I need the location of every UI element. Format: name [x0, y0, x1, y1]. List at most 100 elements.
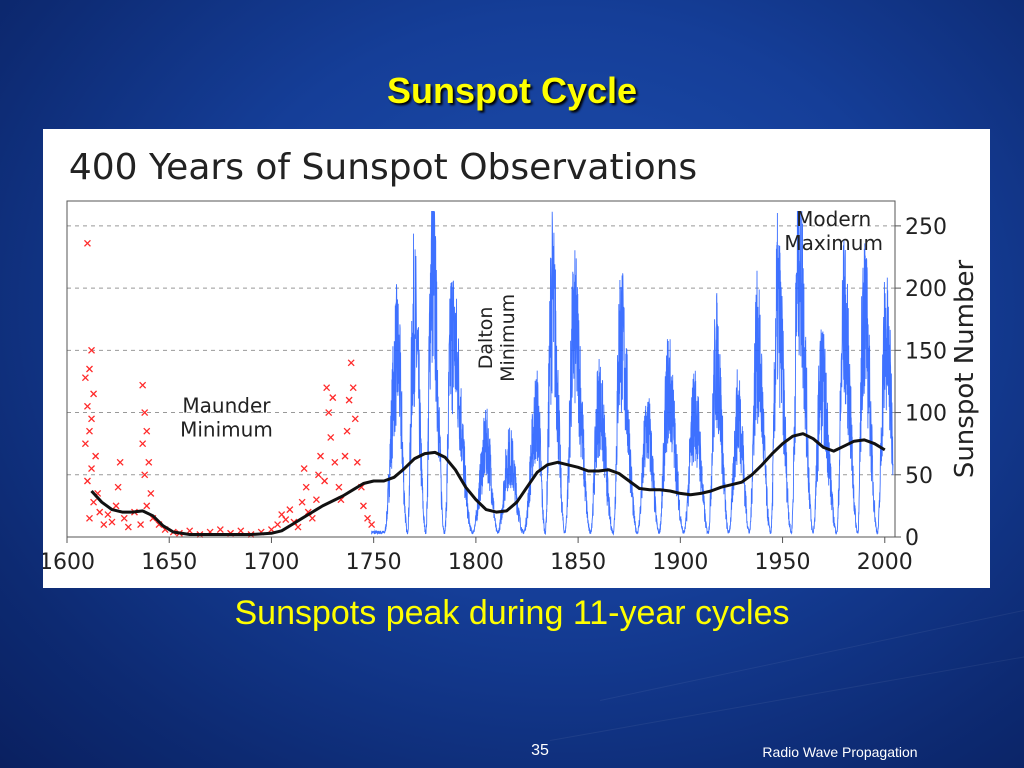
early-observation-marker: [341, 452, 349, 460]
marker-stroke: [335, 483, 343, 491]
y-tick-label: 250: [905, 215, 947, 240]
x-tick-label: 1800: [448, 550, 504, 575]
marker-stroke: [92, 452, 100, 460]
marker-stroke: [88, 465, 95, 473]
slide-caption: Sunspots peak during 11-year cycles: [234, 594, 790, 632]
marker-stroke: [298, 498, 306, 506]
marker-stroke: [124, 523, 132, 531]
marker-stroke: [368, 521, 376, 529]
page-number: 35: [531, 742, 549, 759]
early-observation-marker: [368, 521, 376, 529]
marker-stroke: [353, 458, 361, 466]
marker-stroke: [337, 496, 345, 504]
annotation-line: Maunder: [182, 394, 271, 418]
marker-stroke: [114, 483, 122, 491]
early-observation-marker: [325, 409, 333, 417]
marker-stroke: [345, 396, 353, 404]
marker-stroke: [321, 477, 329, 485]
early-observation-marker: [274, 521, 282, 529]
marker-stroke: [88, 346, 95, 354]
x-tick-label: 1750: [346, 550, 402, 575]
marker-stroke: [96, 508, 104, 516]
annotation-line: Dalton: [475, 307, 497, 370]
marker-stroke: [86, 514, 93, 522]
early-observation-marker: [343, 427, 351, 435]
marker-stroke: [308, 514, 316, 522]
marker-stroke: [83, 239, 91, 247]
marker-stroke: [147, 489, 155, 497]
y-axis-label: Sunspot Number: [950, 260, 980, 479]
chart-title: 400 Years of Sunspot Observations: [69, 147, 697, 188]
early-observation-marker: [86, 427, 93, 435]
marker-stroke: [315, 471, 322, 479]
y-tick-label: 200: [905, 277, 947, 302]
x-tick-label: 1850: [550, 550, 606, 575]
marker-stroke: [141, 471, 149, 479]
marker-stroke: [112, 502, 120, 510]
early-observation-marker: [300, 465, 308, 473]
early-observation-marker: [114, 483, 122, 491]
axis-layer: 0 50 100 150 200 250 1600 1650 1700 1750 1800 1850 1…: [43, 215, 947, 575]
x-tick-label: 1650: [141, 550, 197, 575]
marker-stroke: [351, 415, 359, 423]
marker-stroke: [341, 452, 349, 460]
early-observation-marker: [312, 496, 320, 504]
annotation-line: Minimum: [497, 294, 519, 382]
slide-title: Sunspot Cycle: [386, 70, 638, 111]
early-observation-marker: [81, 374, 89, 382]
early-observation-marker: [104, 511, 112, 519]
early-observation-marker: [108, 518, 116, 526]
sunspot-chart: 400 Years of Sunspot Observations 0 50 100…: [43, 129, 990, 588]
observations-layer: [371, 210, 894, 536]
marker-stroke: [237, 527, 245, 535]
early-observation-marker: [120, 514, 128, 522]
footer-text: Radio Wave Propagation: [762, 744, 918, 760]
early-observation-marker: [88, 346, 95, 354]
early-observation-marker: [83, 477, 91, 485]
early-observation-marker: [96, 508, 104, 516]
early-observation-marker: [145, 458, 153, 466]
early-observation-marker: [116, 458, 124, 466]
early-observation-marker: [351, 415, 359, 423]
early-observation-marker: [323, 384, 331, 392]
marker-stroke: [347, 359, 355, 367]
marker-stroke: [329, 394, 337, 402]
early-observation-marker: [139, 381, 147, 389]
marker-stroke: [104, 511, 112, 519]
early-observation-marker: [359, 502, 367, 510]
marker-stroke: [364, 514, 371, 522]
y-tick-label: 150: [905, 339, 947, 364]
early-observation-marker: [294, 523, 302, 531]
early-observation-marker: [315, 471, 322, 479]
marker-stroke: [359, 502, 367, 510]
marker-stroke: [145, 458, 153, 466]
marker-stroke: [349, 384, 357, 392]
annotation-line: Modern: [796, 207, 871, 231]
early-observation-marker: [86, 514, 93, 522]
early-observation-marker: [282, 516, 290, 524]
early-observation-marker: [237, 527, 245, 535]
early-observation-marker: [88, 465, 95, 473]
marker-stroke: [120, 514, 128, 522]
marker-stroke: [216, 526, 224, 533]
early-observation-marker: [302, 483, 310, 491]
early-observations-layer: [81, 239, 376, 538]
early-observation-marker: [90, 390, 98, 398]
marker-stroke: [139, 440, 147, 448]
early-observation-marker: [216, 526, 224, 533]
early-observation-marker: [147, 489, 155, 497]
marker-stroke: [88, 415, 95, 423]
marker-stroke: [286, 506, 294, 514]
early-observation-marker: [143, 427, 151, 435]
y-tick-label: 100: [905, 402, 947, 427]
early-observation-marker: [298, 498, 306, 506]
early-observation-marker: [124, 523, 132, 531]
x-tick-label: 1900: [652, 550, 708, 575]
early-observation-marker: [286, 506, 294, 514]
x-tick-label: 1600: [43, 550, 95, 575]
marker-stroke: [331, 458, 339, 466]
early-observation-marker: [100, 521, 108, 529]
